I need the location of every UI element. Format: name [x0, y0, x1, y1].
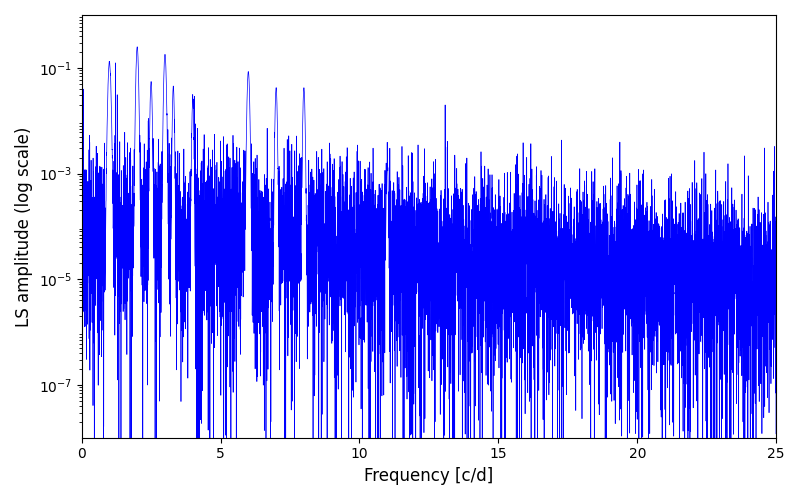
X-axis label: Frequency [c/d]: Frequency [c/d]: [364, 467, 494, 485]
Y-axis label: LS amplitude (log scale): LS amplitude (log scale): [15, 126, 33, 326]
